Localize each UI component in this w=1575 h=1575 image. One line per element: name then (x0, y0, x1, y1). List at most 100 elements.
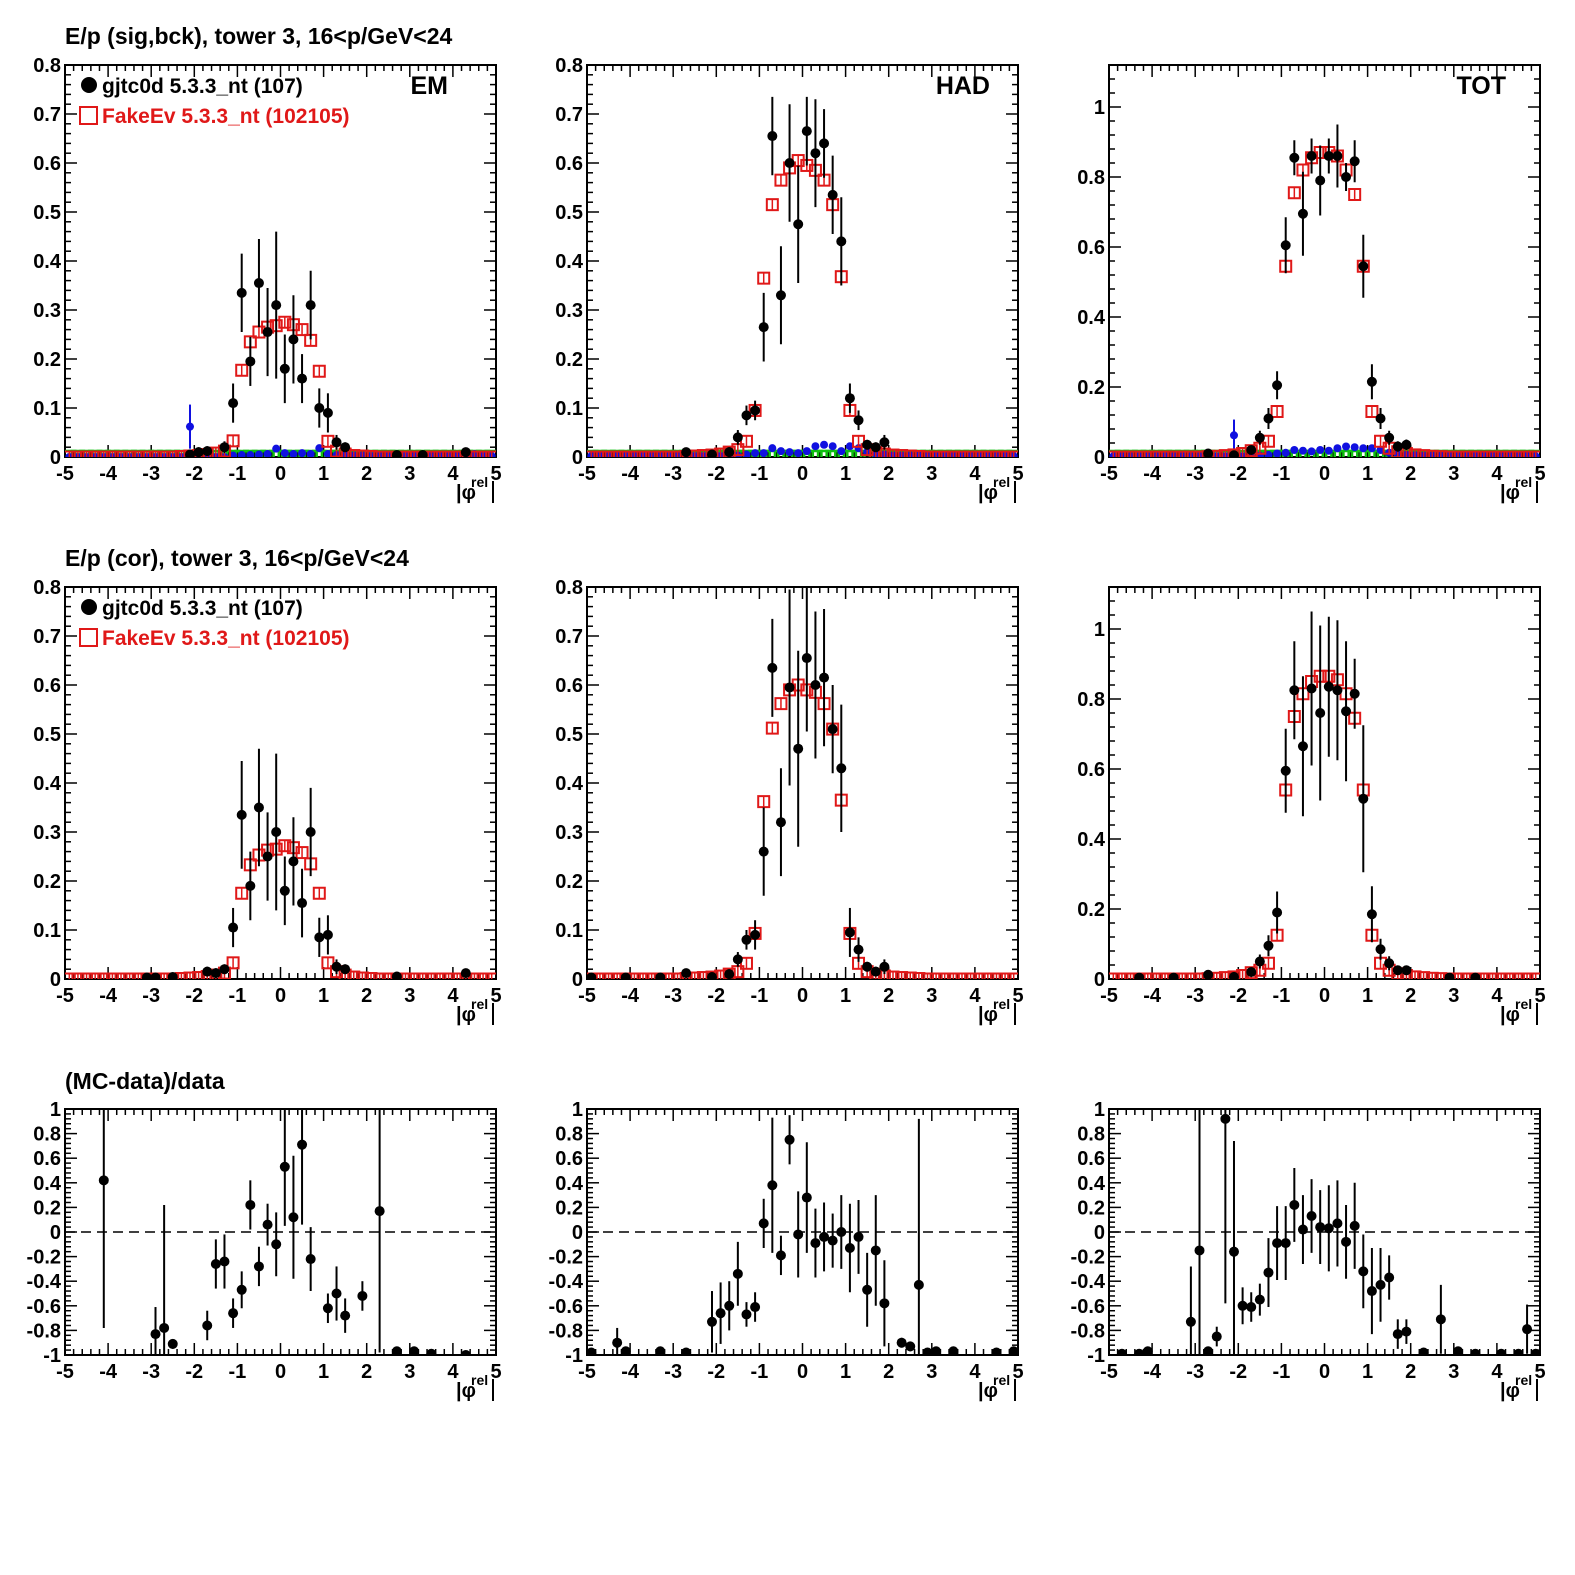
mc-point (662, 972, 676, 979)
mc-point (627, 450, 641, 457)
data-point (150, 1329, 161, 1340)
data-point (228, 922, 239, 933)
plot-area (587, 96, 1018, 457)
mc-point (381, 450, 395, 457)
data-point (1280, 240, 1291, 251)
x-tick-label: 0 (275, 463, 286, 485)
x-tick-label: 2 (883, 463, 894, 485)
sig-point (1298, 446, 1307, 455)
data-point (1384, 958, 1395, 969)
y-tick-label: 0.7 (33, 104, 61, 126)
bck-point (816, 449, 832, 457)
data-point (98, 1175, 109, 1186)
data-point (1272, 907, 1283, 918)
x-tick-label: -3 (664, 463, 682, 485)
data-point (322, 929, 333, 940)
data-point (141, 972, 152, 979)
x-tick-label: -2 (185, 1361, 203, 1383)
x-tick-label: 3 (1448, 463, 1459, 485)
y-tick-label: 0.8 (33, 1124, 61, 1146)
data-point (1375, 1279, 1386, 1290)
data-point (245, 356, 256, 367)
mc-point (602, 972, 616, 979)
x-tick-label: -5 (1100, 985, 1118, 1007)
y-tick-label: 0.6 (1077, 237, 1105, 259)
data-point (167, 1338, 178, 1349)
legend-data-label: gjtc0d 5.3.3_nt (107) (102, 597, 303, 620)
data-point (1194, 1245, 1205, 1256)
x-axis-label: |φ (978, 1004, 998, 1026)
data-point (245, 880, 256, 891)
y-tick-label: 0 (1094, 1222, 1105, 1244)
mc-point (1486, 450, 1500, 457)
data-point (836, 763, 847, 774)
x-tick-label: -3 (664, 985, 682, 1007)
mc-point (1175, 450, 1189, 457)
x-tick-label: -4 (621, 985, 640, 1007)
mc-point (450, 972, 464, 979)
y-tick-label: -0.6 (1071, 1296, 1105, 1318)
data-point (1401, 965, 1412, 976)
sig-point (1333, 444, 1342, 453)
x-tick-label: 1 (318, 985, 329, 1007)
data-point (1349, 1220, 1360, 1231)
data-point (271, 827, 282, 837)
y-tick-label: 0 (1094, 969, 1105, 991)
mc-point (938, 972, 952, 979)
bck-point (842, 449, 858, 457)
data-point (827, 1235, 838, 1246)
x-tick-label: 1 (1362, 1361, 1373, 1383)
data-point (827, 724, 838, 735)
mc-point (105, 972, 119, 979)
mc-point (1270, 405, 1284, 418)
mc-point (619, 450, 633, 457)
x-tick-label: -1 (751, 1361, 769, 1383)
data-point (150, 972, 161, 979)
data-point (1530, 1348, 1540, 1355)
mc-point (1486, 972, 1500, 979)
y-tick-label: 0.2 (1077, 899, 1105, 921)
data-point (228, 398, 239, 409)
data-point (905, 1341, 916, 1352)
x-axis-label: |φ (1500, 1004, 1520, 1026)
x-axis-label: |φ (1500, 1380, 1520, 1402)
data-point (612, 1337, 623, 1348)
y-tick-label: 0.2 (33, 871, 61, 893)
legend-mc-label: FakeEv 5.3.3_nt (102105) (102, 105, 350, 128)
mc-point (278, 839, 292, 853)
mc-point (1149, 972, 1163, 979)
x-tick-label: 5 (1012, 985, 1023, 1007)
data-point (1470, 972, 1481, 979)
x-axis-label: |φ (978, 482, 998, 504)
data-point (210, 968, 221, 979)
sig-point (759, 449, 768, 457)
y-tick-label: 0.6 (1077, 1148, 1105, 1170)
data-point (253, 1261, 264, 1272)
mc-point (662, 450, 676, 457)
mc-point (1115, 972, 1129, 979)
data-point (819, 138, 830, 149)
mc-point (364, 972, 378, 979)
mc-point (416, 972, 430, 979)
y-tick-label: -1 (565, 1345, 583, 1367)
x-tick-label: 4 (969, 463, 981, 485)
mc-point (71, 972, 85, 979)
data-point (331, 1288, 342, 1299)
data-point (271, 1239, 282, 1250)
mc-point (981, 972, 995, 979)
plot-frame (1108, 64, 1541, 458)
data-point (219, 442, 230, 453)
mc-point (433, 450, 447, 457)
y-tick-label: -0.2 (549, 1247, 583, 1269)
x-tick-label: -5 (578, 463, 596, 485)
data-point (1349, 156, 1360, 167)
data-point (1375, 413, 1386, 424)
column-label-had: HAD (936, 72, 990, 100)
x-tick-label: -5 (578, 985, 596, 1007)
x-tick-label: -3 (1186, 985, 1204, 1007)
data-point (750, 929, 761, 940)
bck-point (234, 449, 249, 457)
row-title-cor: E/p (cor), tower 3, 16<p/GeV<24 (65, 545, 409, 571)
data-point (322, 407, 333, 418)
mc-point (476, 450, 490, 457)
